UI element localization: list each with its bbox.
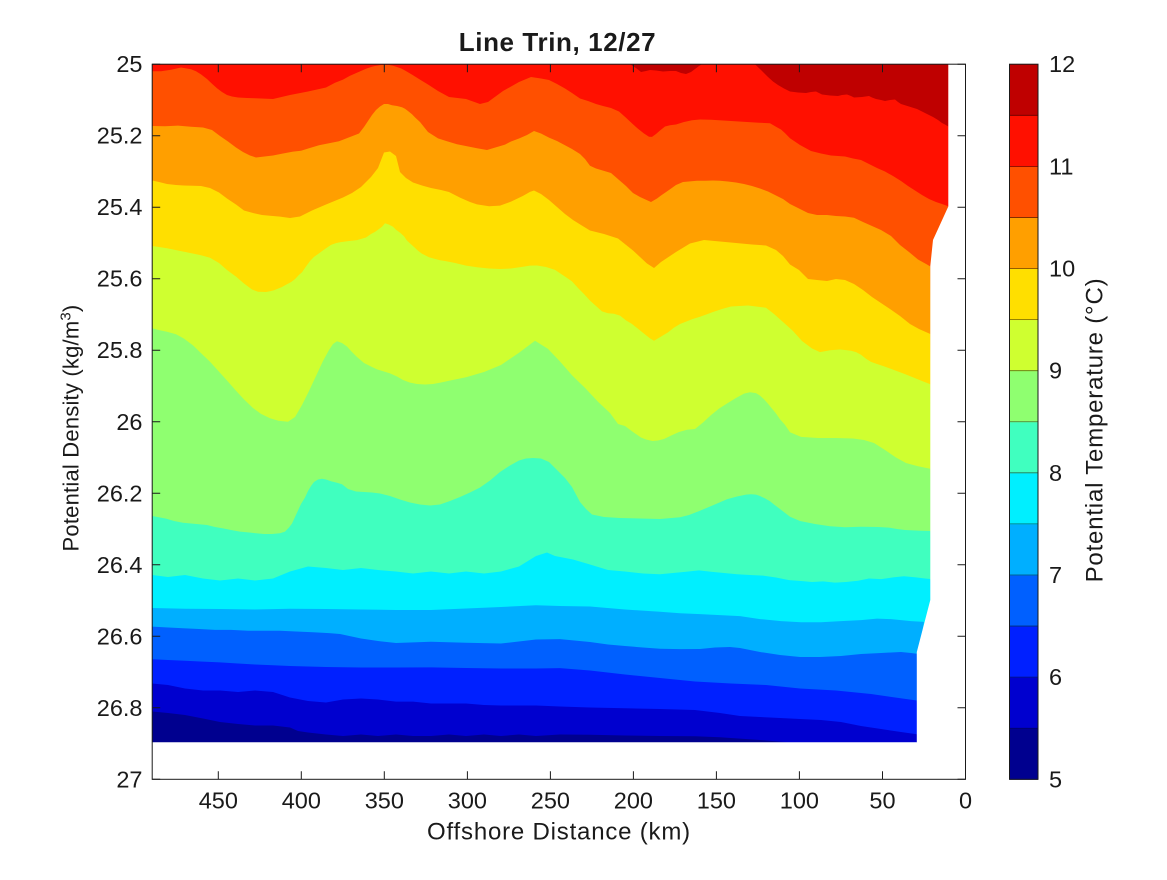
svg-text:26.2: 26.2 — [97, 480, 143, 506]
svg-text:450: 450 — [199, 788, 238, 814]
svg-text:25.2: 25.2 — [97, 123, 143, 149]
svg-text:Potential Density (kg/m3): Potential Density (kg/m3) — [58, 305, 84, 552]
svg-text:0: 0 — [959, 788, 972, 814]
svg-text:100: 100 — [780, 788, 819, 814]
svg-text:400: 400 — [282, 788, 321, 814]
svg-text:26.8: 26.8 — [97, 695, 143, 721]
svg-text:300: 300 — [448, 788, 487, 814]
svg-text:6: 6 — [1049, 664, 1062, 690]
svg-text:9: 9 — [1049, 358, 1062, 384]
svg-text:12: 12 — [1049, 51, 1075, 77]
svg-text:Offshore Distance (km): Offshore Distance (km) — [427, 819, 691, 846]
svg-text:25: 25 — [116, 51, 142, 77]
svg-text:5: 5 — [1049, 766, 1062, 792]
svg-text:26.6: 26.6 — [97, 623, 143, 649]
svg-text:25.6: 25.6 — [97, 266, 143, 292]
svg-text:7: 7 — [1049, 562, 1062, 588]
svg-text:26: 26 — [116, 409, 142, 435]
svg-text:150: 150 — [697, 788, 736, 814]
svg-text:11: 11 — [1049, 153, 1073, 179]
svg-text:26.4: 26.4 — [97, 552, 143, 578]
svg-text:25.8: 25.8 — [97, 337, 143, 363]
svg-text:200: 200 — [614, 788, 653, 814]
svg-text:10: 10 — [1049, 256, 1075, 282]
svg-text:8: 8 — [1049, 460, 1062, 486]
svg-text:25.4: 25.4 — [97, 194, 143, 220]
svg-text:Line Trin, 12/27: Line Trin, 12/27 — [459, 27, 656, 57]
svg-text:350: 350 — [365, 788, 404, 814]
svg-text:50: 50 — [869, 788, 895, 814]
svg-text:27: 27 — [116, 766, 142, 792]
svg-text:250: 250 — [531, 788, 570, 814]
svg-text:Potential Temperature (°C): Potential Temperature (°C) — [1082, 278, 1109, 583]
